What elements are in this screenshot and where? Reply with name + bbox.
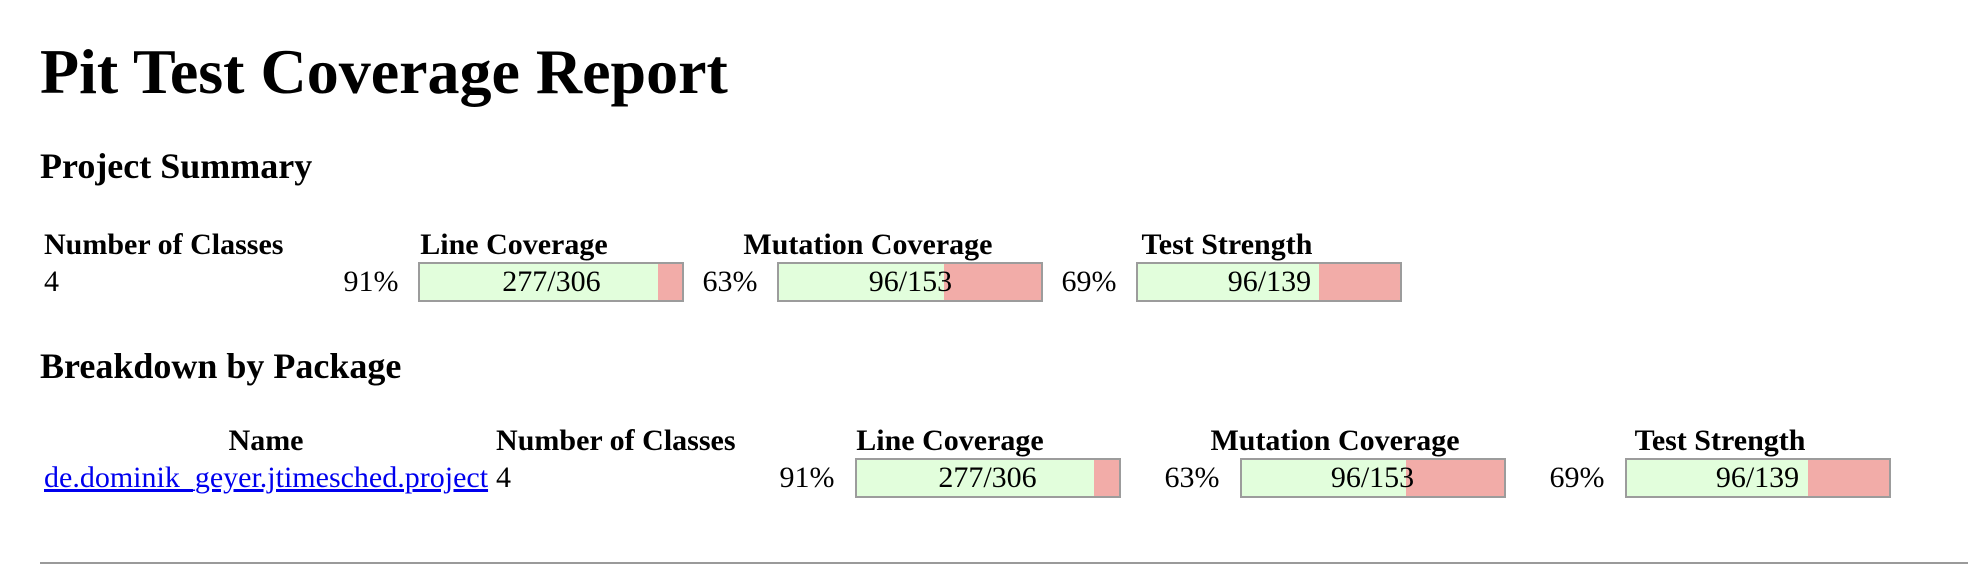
summary-line-percent: 91% xyxy=(343,265,399,298)
summary-mutation-percent: 63% xyxy=(702,265,758,298)
package-test-strength-legend: 96/139 xyxy=(1715,461,1800,494)
col-test-strength: Test Strength xyxy=(1141,228,1313,261)
project-summary-heading: Project Summary xyxy=(40,146,313,186)
package-mutation-percent: 63% xyxy=(1164,461,1220,494)
line-coverage-legend: 277/306 xyxy=(502,265,601,298)
mutation-coverage-fill xyxy=(779,264,944,300)
col-name: Name xyxy=(228,424,304,457)
package-test-strength-fill xyxy=(1626,460,1808,496)
col-mutation-coverage: Mutation Coverage xyxy=(743,228,993,261)
page-title: Pit Test Coverage Report xyxy=(40,36,728,107)
horizontal-rule xyxy=(40,562,1968,564)
line-coverage-fill xyxy=(420,264,658,300)
package-link[interactable]: de.dominik_geyer.jtimesched.project xyxy=(44,461,489,494)
col-line-coverage: Line Coverage xyxy=(856,424,1044,457)
package-test-strength-bar: 96/139 xyxy=(1624,458,1891,498)
line-coverage-bar: 277/306 xyxy=(418,262,685,302)
package-strength-percent: 69% xyxy=(1549,461,1605,494)
col-mutation-coverage: Mutation Coverage xyxy=(1210,424,1460,457)
summary-strength-percent: 69% xyxy=(1061,265,1117,298)
table-row: de.dominik_geyer.jtimesched.project 4 91… xyxy=(40,458,1895,498)
test-strength-bar: 96/139 xyxy=(1136,262,1403,302)
package-mutation-coverage-bar: 96/153 xyxy=(1239,458,1506,498)
test-strength-fill xyxy=(1138,264,1320,300)
col-line-coverage: Line Coverage xyxy=(420,228,608,261)
test-strength-legend: 96/139 xyxy=(1227,265,1312,298)
package-mutation-coverage-fill xyxy=(1241,460,1406,496)
package-breakdown-table: Name Number of Classes Line Coverage Mut… xyxy=(40,416,1895,498)
project-summary-table: Number of Classes Line Coverage Mutation… xyxy=(40,220,1406,302)
package-line-coverage-bar: 277/306 xyxy=(854,458,1121,498)
col-number-of-classes: Number of Classes xyxy=(496,424,736,457)
col-test-strength: Test Strength xyxy=(1634,424,1806,457)
mutation-coverage-legend: 96/153 xyxy=(868,265,953,298)
col-number-of-classes: Number of Classes xyxy=(44,228,284,261)
summary-classes: 4 xyxy=(44,265,59,298)
package-mutation-coverage-legend: 96/153 xyxy=(1330,461,1415,494)
mutation-coverage-bar: 96/153 xyxy=(777,262,1044,302)
summary-row: 4 91% 277/306 63% 96/153 69% xyxy=(40,262,1406,302)
package-line-percent: 91% xyxy=(779,461,835,494)
breakdown-heading: Breakdown by Package xyxy=(40,346,402,386)
report-page: Pit Test Coverage Report Project Summary… xyxy=(40,36,1895,498)
package-line-coverage-legend: 277/306 xyxy=(938,461,1037,494)
package-classes: 4 xyxy=(496,461,512,494)
package-line-coverage-fill xyxy=(856,460,1094,496)
